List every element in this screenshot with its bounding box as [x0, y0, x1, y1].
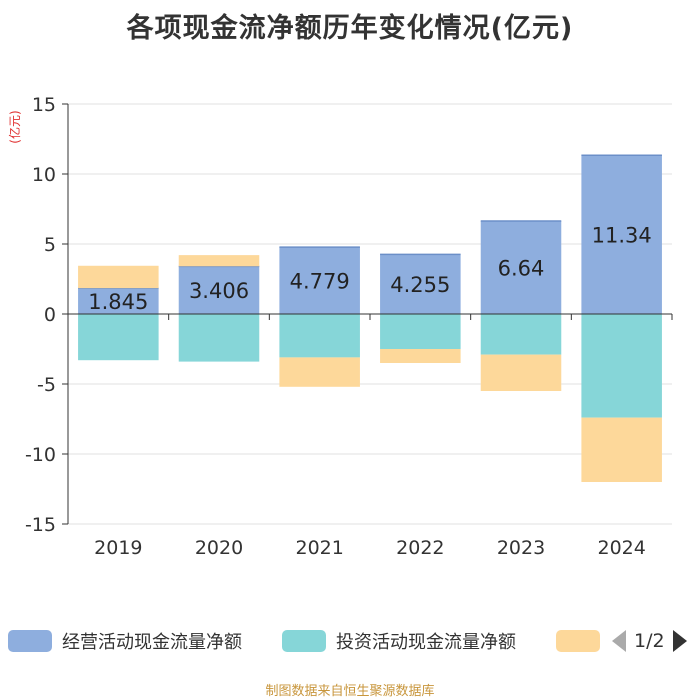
y-tick-label: -15 [25, 514, 56, 536]
gridlines [68, 103, 672, 525]
data-labels: 1.845 3.406 4.779 4.255 6.64 11.34 [88, 224, 651, 314]
legend-swatch-financing [556, 630, 600, 652]
bars [78, 154, 662, 482]
bar-2021-series-2 [279, 357, 360, 387]
x-tick-label-2020: 2020 [195, 537, 243, 559]
bar-2020-series-2 [178, 255, 260, 267]
bar-2020-series-1 [178, 314, 260, 362]
data-label-2019: 1.845 [88, 290, 148, 314]
bar-2022-series-0 [380, 254, 461, 314]
x-tick-label-2022: 2022 [396, 537, 444, 559]
axes: 15 10 5 0 -5 -10 -15 2019 2020 2021 2022 2023 2024 [25, 94, 673, 559]
legend-item-financing[interactable] [556, 628, 610, 654]
bar-2023-series-1 [480, 314, 562, 355]
legend-swatch-operating [8, 630, 52, 652]
data-label-2022: 4.255 [390, 273, 450, 297]
legend: 经营活动现金流量净额 投资活动现金流量净额 1/2 [0, 624, 700, 658]
bar-2019-series-1 [78, 314, 159, 361]
next-page-icon[interactable] [672, 630, 687, 652]
legend-page-indicator: 1/2 [634, 630, 665, 652]
y-tick-label: -10 [25, 444, 56, 466]
bar-2022-series-2 [380, 349, 461, 363]
bar-2022-series-1 [380, 314, 461, 349]
bar-2019-series-2 [78, 265, 159, 289]
source-note: 制图数据来自恒生聚源数据库 [265, 684, 435, 699]
legend-swatch-investing [282, 630, 326, 652]
bar-2023-series-2 [480, 354, 562, 391]
y-tick-label: -5 [37, 374, 56, 396]
data-label-2023: 6.64 [498, 257, 545, 281]
chart-canvas: 15 10 5 0 -5 -10 -15 2019 2020 2021 2022 2023 2024 1… [7, 94, 673, 559]
x-tick-label-2024: 2024 [597, 537, 645, 559]
bar-2019-series-0 [78, 288, 159, 314]
y-tick-label: 5 [44, 234, 56, 256]
bar-2023-series-0 [480, 221, 562, 314]
bar-2024-series-2 [581, 417, 662, 482]
legend-pager: 1/2 [612, 628, 687, 654]
y-tick-label: 10 [32, 164, 56, 186]
x-tick-label-2019: 2019 [94, 537, 142, 559]
legend-item-operating[interactable]: 经营活动现金流量净额 [8, 628, 242, 654]
chart-title: 各项现金流净额历年变化情况(亿元) [126, 13, 574, 44]
x-tick-label-2021: 2021 [295, 537, 343, 559]
x-tick-label-2023: 2023 [497, 537, 545, 559]
bar-2024-series-0 [581, 155, 662, 314]
legend-item-investing[interactable]: 投资活动现金流量净额 [282, 628, 516, 654]
bar-2020-series-0 [178, 266, 260, 314]
legend-label-investing: 投资活动现金流量净额 [336, 632, 516, 653]
y-tick-label: 15 [32, 94, 56, 116]
data-label-2020: 3.406 [189, 279, 249, 303]
legend-label-operating: 经营活动现金流量净额 [62, 632, 242, 653]
bar-2024-series-1 [581, 314, 662, 418]
y-tick-label: 0 [44, 304, 56, 326]
bar-2021-series-1 [279, 314, 360, 358]
y-unit-label: (亿元) [7, 110, 22, 143]
prev-page-icon[interactable] [612, 630, 626, 652]
data-label-2024: 11.34 [592, 224, 652, 248]
data-label-2021: 4.779 [290, 270, 350, 294]
bar-2021-series-0 [279, 247, 360, 314]
